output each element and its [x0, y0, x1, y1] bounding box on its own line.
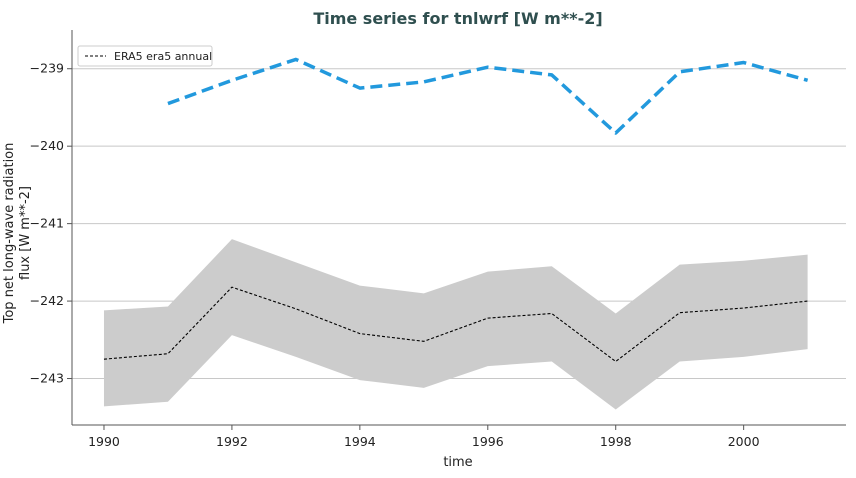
axis-layer: −243 −242 −241 −240 −239 1990 1992 1994 1996 1998…: [30, 30, 846, 449]
line-layer: [103, 57, 809, 363]
x-tick-label: 1992: [216, 434, 248, 449]
legend-box: [77, 45, 213, 67]
x-tick-label: 1996: [472, 434, 504, 449]
y-tick-label: −240: [30, 138, 64, 153]
x-tick-label: 2000: [728, 434, 760, 449]
legend: ERA5 era5 annual: [77, 45, 213, 67]
x-tick-label: 1998: [600, 434, 632, 449]
x-tick-label: 1990: [88, 434, 120, 449]
chart-title: Time series for tnlwrf [W m**-2]: [313, 9, 602, 28]
y-axis-label-line-1: Top net long-wave radiation: [2, 143, 17, 325]
y-axis-label: Top net long-wave radiation flux [W m**-…: [2, 143, 33, 325]
band-layer: [103, 239, 808, 410]
uncertainty-band: [103, 239, 808, 410]
series-line-blue: [167, 57, 809, 135]
y-tick-label: −239: [30, 61, 64, 76]
x-tick-label: 1994: [344, 434, 376, 449]
series-line-era5: [103, 286, 808, 363]
y-axis-label-line-2: flux [W m**-2]: [18, 186, 33, 280]
y-tick-label: −242: [30, 293, 64, 308]
y-tick-label: −243: [30, 371, 64, 386]
x-axis-label: time: [443, 455, 472, 470]
legend-entry-era5: ERA5 era5 annual: [114, 50, 212, 63]
y-tick-label: −241: [30, 216, 64, 231]
